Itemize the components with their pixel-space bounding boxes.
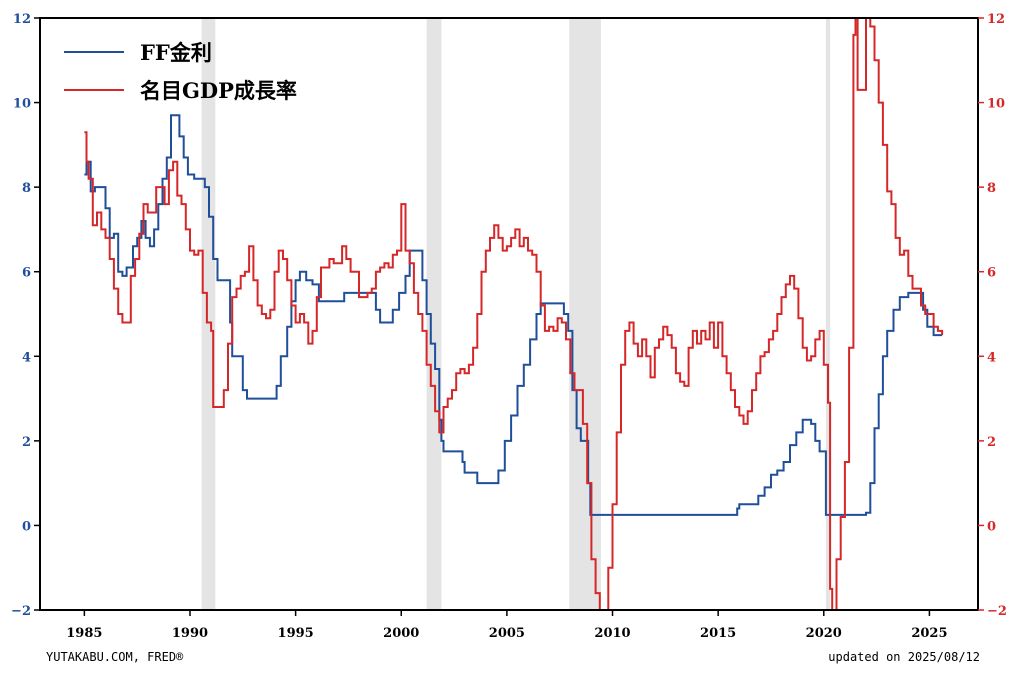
series-line-1: [84, 114, 943, 516]
y-axis-right: −2 0 2 4 6 8 10 12: [978, 12, 1007, 619]
x-tick-label: 1985: [66, 626, 102, 641]
y-left-tick-label: −2: [11, 604, 31, 619]
y-right-tick-label: 0: [987, 519, 996, 534]
x-tick-label: 2015: [700, 626, 736, 641]
y-right-tick-label: 2: [987, 435, 996, 450]
y-left-tick-label: 8: [22, 181, 31, 196]
y-left-tick-label: 12: [13, 12, 31, 27]
y-right-tick-label: 12: [987, 12, 1005, 27]
legend-label-1: FF金利: [140, 40, 212, 65]
x-tick-label: 2020: [806, 626, 842, 641]
y-left-tick-label: 2: [22, 435, 31, 450]
y-axis-left: −2 0 2 4 6 8 10 12: [11, 12, 40, 619]
y-left-tick-label: 4: [22, 350, 31, 365]
recession-bands: [201, 18, 831, 610]
y-left-tick-label: 10: [13, 97, 31, 112]
recession-band-3: [569, 18, 601, 610]
y-right-tick-label: 6: [987, 266, 996, 281]
update-date: updated on 2025/08/12: [828, 650, 980, 664]
x-axis: 1985 1990 1995 2000 2005 2010 2015 2020 2025: [66, 610, 948, 641]
x-tick-label: 2000: [383, 626, 419, 641]
y-left-tick-label: 0: [22, 519, 31, 534]
recession-band-2: [426, 18, 442, 610]
legend-label-2: 名目GDP成長率: [140, 78, 297, 103]
y-right-tick-label: 8: [987, 181, 996, 196]
x-tick-label: 1995: [278, 626, 314, 641]
y-left-tick-label: 6: [22, 266, 31, 281]
x-tick-label: 1990: [172, 626, 208, 641]
x-tick-label: 2005: [489, 626, 525, 641]
recession-band-4: [825, 18, 831, 610]
y-right-tick-label: 4: [987, 350, 996, 365]
recession-band-1: [201, 18, 216, 610]
series-line-2: [84, 17, 944, 611]
x-tick-label: 2010: [594, 626, 630, 641]
y-right-tick-label: −2: [987, 604, 1007, 619]
plot-frame: [39, 17, 979, 611]
series-lines: [84, 17, 944, 611]
y-right-tick-label: 10: [987, 97, 1005, 112]
source-credit: YUTAKABU.COM, FRED®: [46, 650, 184, 664]
x-tick-label: 2025: [911, 626, 947, 641]
